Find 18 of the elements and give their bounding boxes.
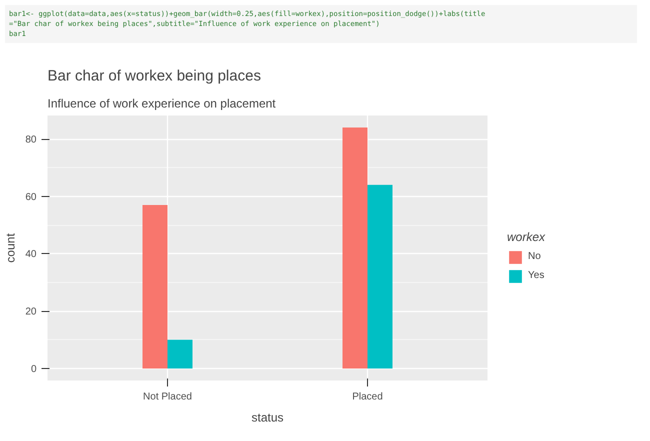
bar — [368, 184, 392, 368]
y-axis-title: count — [3, 232, 18, 263]
y-tick-label: 40 — [25, 249, 37, 260]
chart-title: Bar char of workex being places — [48, 68, 261, 84]
x-tick-label: Not Placed — [143, 392, 192, 402]
y-tick-label: 60 — [25, 192, 37, 203]
x-axis-title: status — [251, 410, 284, 424]
bar — [142, 204, 168, 368]
legend-title: workex — [507, 230, 546, 244]
chart-subtitle: Influence of work experience on placement — [48, 96, 276, 110]
y-tick-label: 20 — [25, 306, 37, 318]
legend-label: Yes — [528, 270, 546, 281]
y-tick-label: 0 — [30, 364, 37, 375]
legend-label: No — [528, 251, 542, 262]
bar — [342, 128, 368, 368]
y-tick-label: 80 — [25, 134, 37, 146]
bar — [168, 340, 192, 368]
x-tick-label: Placed — [352, 392, 383, 402]
